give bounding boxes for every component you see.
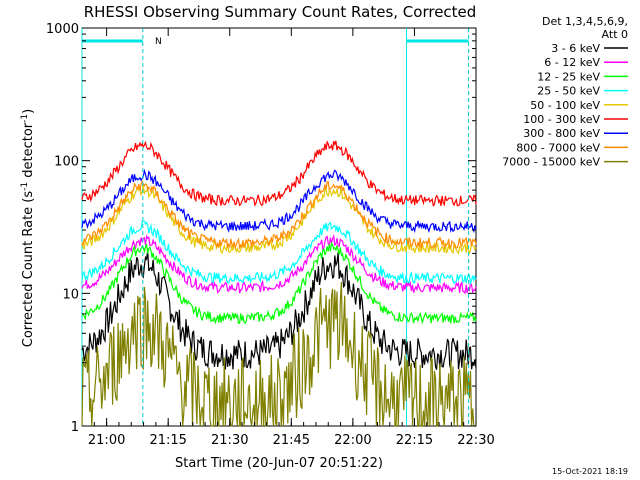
x-tick-label: 22:15 xyxy=(396,433,433,448)
y-label-part: detector xyxy=(21,122,36,182)
legend-label: 12 - 25 keV xyxy=(537,70,600,83)
footer-date: 15-Oct-2021 18:19 xyxy=(552,467,628,476)
legend-label: 25 - 50 keV xyxy=(537,85,600,98)
legend-label: 3 - 6 keV xyxy=(551,42,600,55)
x-tick-label: 21:30 xyxy=(211,433,248,448)
flag-label: N xyxy=(155,37,162,47)
series-line xyxy=(81,241,477,325)
y-tick-label: 1 xyxy=(71,420,79,435)
y-tick-label: 1000 xyxy=(46,22,79,37)
series-line xyxy=(81,233,477,295)
series-line xyxy=(81,168,477,234)
x-axis-label: Start Time (20-Jun-07 20:51:22) xyxy=(175,456,383,471)
x-tick-label: 21:45 xyxy=(273,433,310,448)
x-tick-label: 22:00 xyxy=(334,433,371,448)
x-axis: 21:00 21:15 21:30 21:45 22:00 22:15 22:30 xyxy=(88,28,495,448)
y-axis-label: Corrected Count Rate (s-1 detector-1) xyxy=(20,109,36,347)
legend-label: 50 - 100 keV xyxy=(530,99,600,112)
series-lines xyxy=(81,140,477,427)
y-label-part: Corrected Count Rate (s xyxy=(21,191,36,348)
y-axis: 1 10 100 1000 xyxy=(46,22,476,435)
series-line xyxy=(81,140,477,207)
dashed-markers xyxy=(142,28,470,426)
legend-header: Att 0 xyxy=(602,28,628,41)
y-label-sup: -1 xyxy=(20,182,30,191)
legend-label: 300 - 800 keV xyxy=(523,127,600,140)
x-tick-label: 21:15 xyxy=(149,433,186,448)
chart-title: RHESSI Observing Summary Count Rates, Co… xyxy=(84,3,477,21)
series-line xyxy=(81,220,477,286)
legend-label: 7000 - 15000 keV xyxy=(502,156,600,169)
y-label-sup: -1 xyxy=(20,114,30,123)
legend-header: Det 1,3,4,5,6,9, xyxy=(542,15,628,28)
series-line xyxy=(81,281,476,427)
y-tick-label: 10 xyxy=(62,287,79,302)
legend-label: 100 - 300 keV xyxy=(523,113,600,126)
y-label-part: ) xyxy=(21,109,36,114)
y-tick-label: 100 xyxy=(54,155,79,170)
legend-label: 6 - 12 keV xyxy=(544,56,600,69)
x-tick-label: 21:00 xyxy=(88,433,125,448)
x-tick-label: 22:30 xyxy=(457,433,494,448)
plot-area: N xyxy=(81,27,477,427)
series-line xyxy=(81,179,477,251)
legend-label: 800 - 7000 keV xyxy=(516,141,600,154)
